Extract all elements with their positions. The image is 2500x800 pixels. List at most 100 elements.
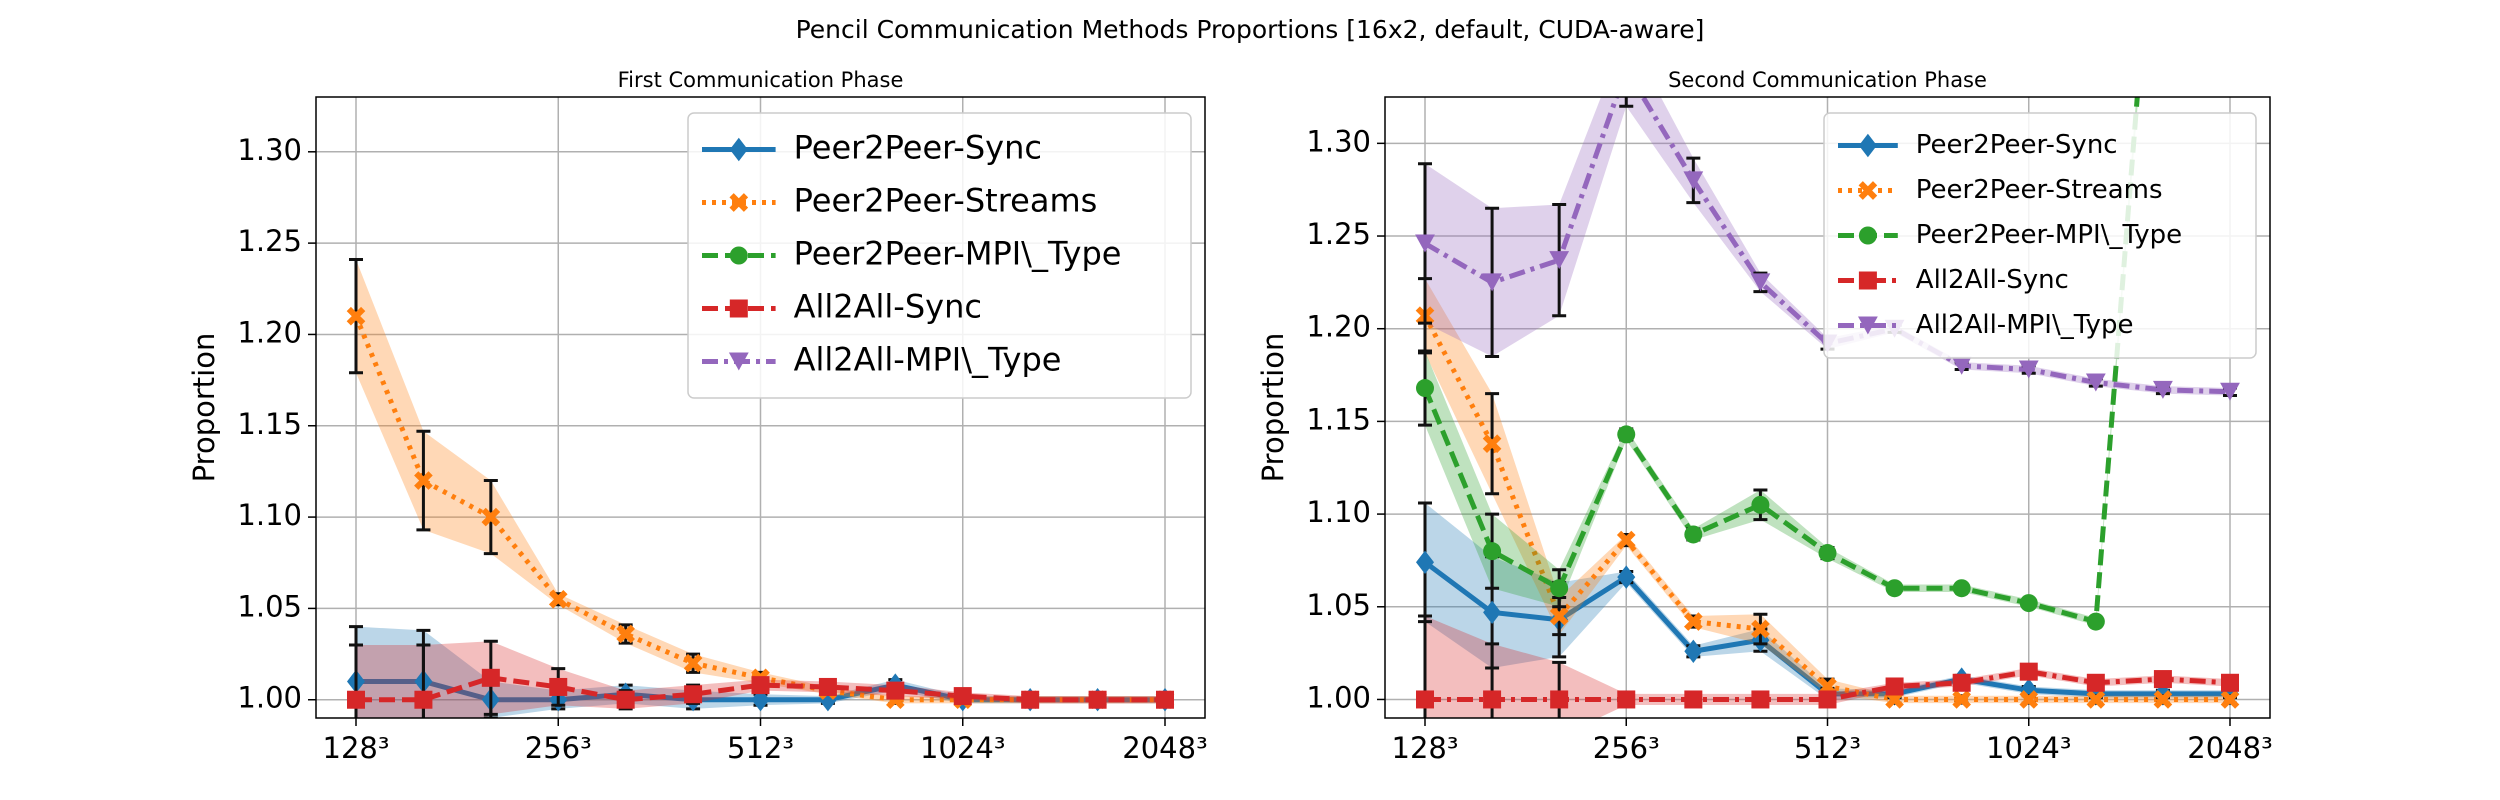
y-tick-label: 1.05: [237, 589, 302, 623]
x-tick-label: 128³: [1392, 731, 1459, 765]
point: [1750, 273, 1771, 292]
point: [2153, 690, 2173, 709]
figure-title: Pencil Communication Methods Proportions…: [796, 15, 1705, 44]
legend-box: [687, 112, 1192, 399]
plot-area: [1415, 60, 2240, 718]
y-tick-label: 1.25: [237, 224, 302, 258]
point: [818, 688, 837, 712]
x-tick-label: 256³: [525, 731, 592, 765]
axes-title: Second Communication Phase: [1668, 68, 1987, 92]
x-tick-label: 256³: [1593, 731, 1660, 765]
point: [1483, 542, 1502, 561]
point: [1885, 677, 1904, 696]
point: [683, 653, 703, 673]
legend-label: All2All-Sync: [794, 288, 982, 326]
error-band: [1425, 97, 2139, 626]
point: [1952, 673, 1971, 692]
legend-marker: [1858, 133, 1877, 158]
point: [414, 471, 433, 490]
error-bar-line: [1619, 97, 1634, 108]
point: [2086, 612, 2105, 631]
x-tick-label: 1024³: [1986, 731, 2071, 765]
point: [2019, 662, 2038, 681]
point: [346, 306, 366, 326]
point: [1616, 60, 1636, 78]
y-axis-label: Proportion: [1256, 333, 1290, 483]
point: [1549, 606, 1569, 626]
point: [616, 624, 635, 644]
point: [2019, 678, 2038, 702]
y-tick-label: 1.30: [1306, 124, 1371, 158]
point: [1156, 690, 1174, 709]
point: [1088, 690, 1107, 709]
point: [347, 690, 365, 709]
y-tick-label: 1.20: [1306, 310, 1371, 344]
x-tick-label: 2048³: [1122, 731, 1207, 765]
legend-marker: [1858, 271, 1877, 290]
plot-area: [346, 258, 1175, 718]
point: [1683, 171, 1704, 190]
point: [1549, 251, 1570, 270]
y-tick-label: 1.00: [237, 681, 302, 715]
x-tick-label: 1024³: [920, 731, 1005, 765]
legend-label: Peer2Peer-Sync: [794, 129, 1042, 167]
legend-marker: [729, 246, 748, 265]
point: [1617, 690, 1636, 709]
x-tick-label: 2048³: [2187, 731, 2272, 765]
point: [1617, 425, 1636, 444]
point: [1951, 356, 1972, 375]
point: [2086, 690, 2106, 709]
point: [886, 681, 905, 700]
point: [751, 688, 770, 712]
y-tick-label: 1.20: [237, 315, 302, 349]
point: [1684, 612, 1703, 631]
point: [684, 685, 703, 704]
y-tick-label: 1.05: [1306, 588, 1371, 622]
point: [1952, 690, 1971, 709]
point: [1751, 495, 1770, 514]
error-bar: [1619, 97, 1634, 108]
point: [818, 677, 837, 696]
point: [1482, 434, 1502, 453]
y-tick-label: 1.10: [1306, 495, 1371, 529]
point: [1952, 579, 1971, 598]
legend: Peer2Peer-Sync Peer2Peer-Streams Peer2Peer…: [1823, 112, 2257, 359]
legend-marker: [729, 137, 748, 162]
point: [2153, 380, 2173, 399]
y-tick-label: 1.15: [237, 407, 302, 441]
point: [2220, 382, 2240, 401]
point: [549, 677, 568, 696]
y-axis-label: Proportion: [187, 333, 221, 483]
point: [2221, 673, 2239, 692]
legend-marker: [729, 299, 748, 318]
point: [751, 676, 770, 695]
y-tick-label: 1.10: [237, 498, 302, 532]
point: [1684, 525, 1703, 544]
x-tick-label: 512³: [1794, 731, 1861, 765]
legend-box: [1823, 112, 2257, 359]
point: [1684, 639, 1703, 663]
point: [414, 690, 433, 709]
point: [1483, 600, 1502, 625]
y-tick-label: 1.15: [1306, 402, 1371, 436]
x-tick-label: 512³: [727, 731, 794, 765]
legend-label: Peer2Peer-Sync: [1916, 130, 2118, 160]
point: [1550, 579, 1569, 598]
point: [1885, 579, 1904, 598]
legend: Peer2Peer-Sync Peer2Peer-Streams Peer2Peer…: [687, 112, 1192, 399]
legend-marker: [1858, 181, 1878, 200]
point: [1483, 690, 1502, 709]
point: [1818, 544, 1837, 563]
legend-label: All2All-Sync: [1916, 265, 2069, 295]
point: [2019, 690, 2039, 709]
series-line: [1422, 97, 2140, 625]
axes-title: First Communication Phase: [618, 68, 904, 92]
point: [616, 690, 635, 709]
legend-label: All2All-MPI\_Type: [794, 341, 1062, 379]
point: [1751, 619, 1770, 639]
legend-marker: [1858, 226, 1877, 245]
point: [1415, 234, 1435, 253]
legend-label: Peer2Peer-Streams: [794, 182, 1098, 220]
point: [2019, 594, 2038, 613]
